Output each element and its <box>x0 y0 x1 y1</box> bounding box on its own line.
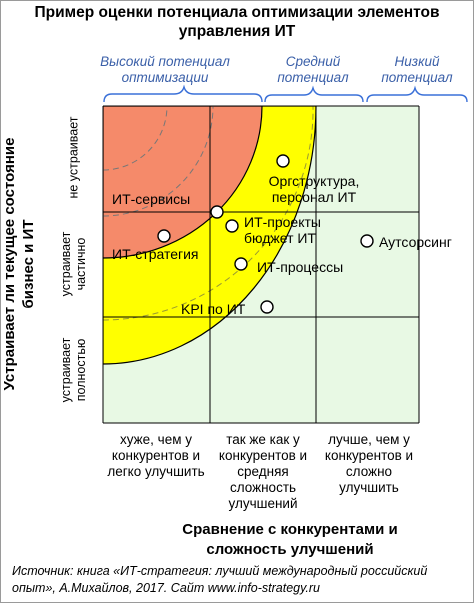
grid-lines <box>102 105 420 424</box>
brace-medium <box>264 85 364 103</box>
brace-high <box>103 84 263 103</box>
category-medium-label: Средний потенциал <box>277 54 349 85</box>
marker-orgstructure <box>276 154 290 168</box>
x-axis-title: Сравнение с конкурентами и сложность улу… <box>182 521 398 558</box>
marker-it-processes <box>234 257 248 271</box>
col-label-worse: хуже, чем у конкурентов и легко улучшить <box>107 432 205 479</box>
marker-outsourcing <box>360 234 374 248</box>
marker-kpi <box>260 300 274 314</box>
label-it-strategy: ИТ-стратегия <box>112 246 199 262</box>
category-high-label: Высокий потенциал оптимизации <box>100 54 230 85</box>
col-label-same: так же как у конкурентов и средняя сложн… <box>218 432 308 511</box>
label-outsourcing: Аутсорсинг <box>379 234 452 250</box>
row-label-not-satisfied: не устраивает <box>66 116 81 199</box>
marker-it-strategy <box>157 229 171 243</box>
row-label-fully: устраивает полностью <box>59 337 88 403</box>
col-label-better: лучше, чем у конкурентов и сложно улучши… <box>324 432 414 495</box>
diagram-title: Пример оценки потенциала оптимизации эле… <box>34 4 440 40</box>
label-it-projects: ИТ-проекты бюджет ИТ <box>244 214 321 246</box>
label-kpi: KPI по ИТ <box>181 301 246 317</box>
marker-it-services <box>210 205 224 219</box>
marker-it-projects <box>225 219 239 233</box>
dashed-arc <box>103 106 168 171</box>
y-axis-title: Устраивает ли текущее состояние бизнес и… <box>1 137 37 391</box>
label-it-services: ИТ-сервисы <box>112 191 191 207</box>
brace-low <box>366 85 468 103</box>
row-label-partially: устраивает частично <box>59 231 88 297</box>
category-low-label: Низкий потенциал <box>381 54 453 85</box>
dashed-arc <box>103 106 214 217</box>
label-it-processes: ИТ-процессы <box>257 259 344 275</box>
label-orgstructure: Оргструктура, персонал ИТ <box>268 173 360 205</box>
source-note: Источник: книга «ИТ-стратегия: лучший ме… <box>12 564 428 595</box>
